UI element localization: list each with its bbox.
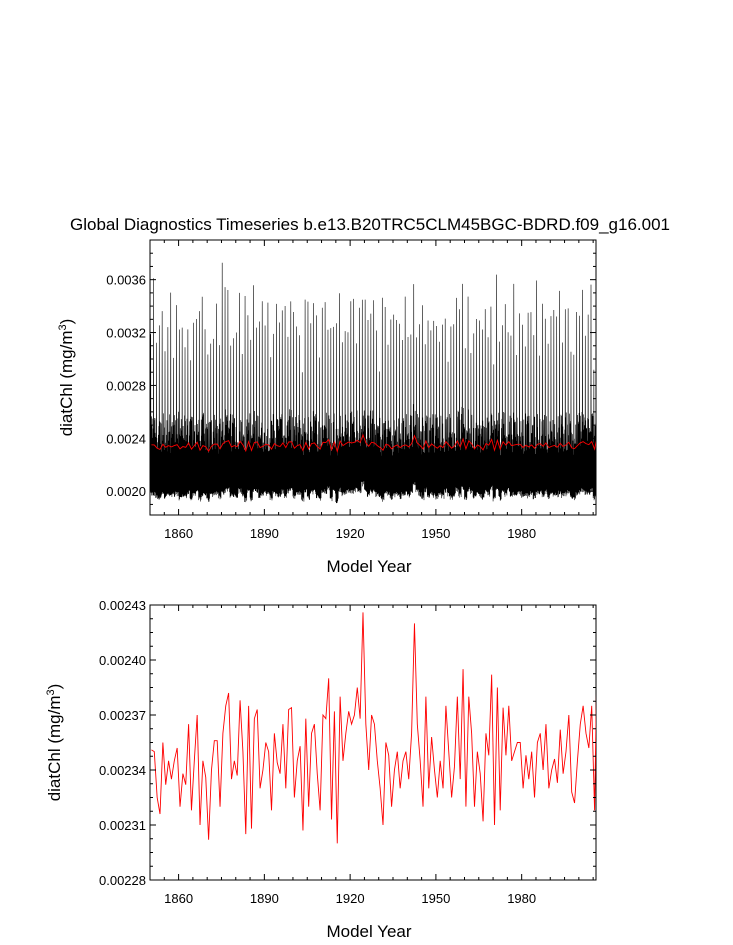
x-axis-label: Model Year xyxy=(326,557,411,576)
y-tick-label: 0.0020 xyxy=(106,484,146,499)
x-tick-label: 1860 xyxy=(164,526,193,541)
annual-mean-series-line xyxy=(151,433,596,454)
y-axis-label-superscript: 3 xyxy=(45,689,57,695)
y-tick-label: 0.00243 xyxy=(99,598,146,613)
y-axis-label: diatChl (mg/m3) xyxy=(57,319,76,437)
y-tick-label: 0.00237 xyxy=(99,708,146,723)
top-panel: 1860 1890 1920 1950 1980 0.0020 0.0024 0.0028 0.… xyxy=(57,239,597,576)
monthly-series-line xyxy=(150,262,596,504)
y-tick-label: 0.0024 xyxy=(106,431,146,446)
y-axis-label-end: ) xyxy=(45,684,64,690)
y-tick-label: 0.00234 xyxy=(99,763,146,778)
y-axis-label-end: ) xyxy=(57,319,76,325)
chart-title: Global Diagnostics Timeseries b.e13.B20T… xyxy=(70,215,670,234)
plot-frame xyxy=(149,239,597,516)
x-tick-label: 1980 xyxy=(507,891,536,906)
x-tick-label: 1860 xyxy=(164,891,193,906)
x-tick-label: 1950 xyxy=(421,891,450,906)
y-tick-label: 0.0036 xyxy=(106,273,146,288)
annual-mean-series-line xyxy=(151,612,596,844)
y-tick-label: 0.0032 xyxy=(106,326,146,341)
y-tick-label: 0.00231 xyxy=(99,818,146,833)
y-tick-label: 0.00228 xyxy=(99,873,146,888)
x-axis-label: Model Year xyxy=(326,922,411,941)
y-axis-label-superscript: 3 xyxy=(57,324,69,330)
y-axis-label-main: diatChl (mg/m xyxy=(45,695,64,801)
y-tick-label: 0.0028 xyxy=(106,378,146,393)
x-tick-label: 1980 xyxy=(507,526,536,541)
x-tick-label: 1920 xyxy=(336,891,365,906)
data-layer xyxy=(150,262,596,504)
x-tick-label: 1920 xyxy=(336,526,365,541)
data-layer xyxy=(151,612,596,844)
y-axis-label: diatChl (mg/m3) xyxy=(45,684,64,802)
x-tick-label: 1950 xyxy=(421,526,450,541)
y-axis-label-main: diatChl (mg/m xyxy=(57,330,76,436)
bottom-panel: 1860 1890 1920 1950 1980 0.00228 0.00231 0.0023… xyxy=(45,598,597,941)
x-tick-label: 1890 xyxy=(250,891,279,906)
y-tick-label: 0.00240 xyxy=(99,653,146,668)
x-tick-label: 1890 xyxy=(250,526,279,541)
